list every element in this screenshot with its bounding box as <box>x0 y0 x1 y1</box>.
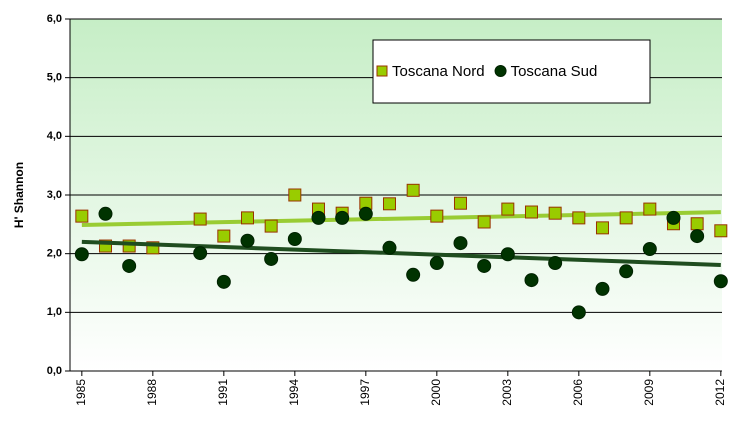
point <box>216 274 231 289</box>
y-tick-label: 6,0 <box>47 13 62 25</box>
point <box>619 264 634 279</box>
point <box>477 258 492 273</box>
x-tick-label: 1991 <box>216 379 230 406</box>
point <box>75 209 89 223</box>
point <box>453 236 468 251</box>
y-tick-label: 1,0 <box>47 306 62 318</box>
point <box>713 274 728 289</box>
point <box>430 209 444 223</box>
point <box>406 183 420 197</box>
point <box>524 273 539 288</box>
trend-line <box>81 239 721 267</box>
point <box>193 212 207 226</box>
point <box>548 206 562 220</box>
y-tick-label: 5,0 <box>47 72 62 84</box>
x-tick-label: 2006 <box>571 379 585 406</box>
point <box>217 229 231 243</box>
point <box>122 258 137 273</box>
point <box>571 305 586 320</box>
x-tick-label: 1997 <box>358 379 372 406</box>
point <box>335 210 350 225</box>
point <box>287 232 302 246</box>
x-tick-label: 2009 <box>642 379 656 406</box>
legend-box <box>372 39 651 104</box>
point <box>666 210 681 225</box>
point <box>453 196 467 210</box>
point <box>690 229 705 244</box>
x-tick-label: 1994 <box>287 379 301 406</box>
legend-marker <box>376 65 388 77</box>
x-tick-label: 1985 <box>74 379 88 406</box>
point <box>548 256 563 271</box>
point <box>382 240 397 255</box>
point <box>288 188 302 202</box>
point <box>501 202 515 216</box>
point <box>714 224 728 238</box>
legend-label: Toscana Nord <box>392 63 485 80</box>
point <box>264 219 278 233</box>
point <box>406 267 421 282</box>
point <box>264 251 279 266</box>
x-tick-label: 2012 <box>713 379 727 406</box>
point <box>240 211 254 225</box>
point <box>429 256 444 271</box>
point <box>595 281 610 296</box>
point <box>690 217 704 231</box>
point <box>193 246 208 261</box>
point <box>642 241 657 256</box>
point <box>358 206 373 221</box>
legend-marker <box>494 65 507 77</box>
point <box>477 215 491 229</box>
point <box>619 211 633 225</box>
legend-label: Toscana Sud <box>511 63 598 80</box>
point <box>98 206 113 221</box>
y-tick-label: 0,0 <box>47 365 62 377</box>
point <box>572 211 586 225</box>
point <box>524 205 538 219</box>
trend-line <box>81 210 721 227</box>
y-tick-label: 3,0 <box>47 189 62 201</box>
x-tick-label: 1988 <box>145 379 159 406</box>
point <box>240 233 255 248</box>
y-tick-label: 2,0 <box>47 248 62 260</box>
point <box>500 247 515 262</box>
point <box>74 247 89 262</box>
point <box>382 197 396 211</box>
x-tick-label: 2000 <box>429 379 443 406</box>
x-tick-label: 2003 <box>500 379 514 406</box>
point <box>643 202 657 216</box>
point <box>311 210 326 225</box>
y-axis-label: H' Shannon <box>12 162 26 228</box>
point <box>595 221 609 235</box>
y-tick-label: 4,0 <box>47 130 62 142</box>
